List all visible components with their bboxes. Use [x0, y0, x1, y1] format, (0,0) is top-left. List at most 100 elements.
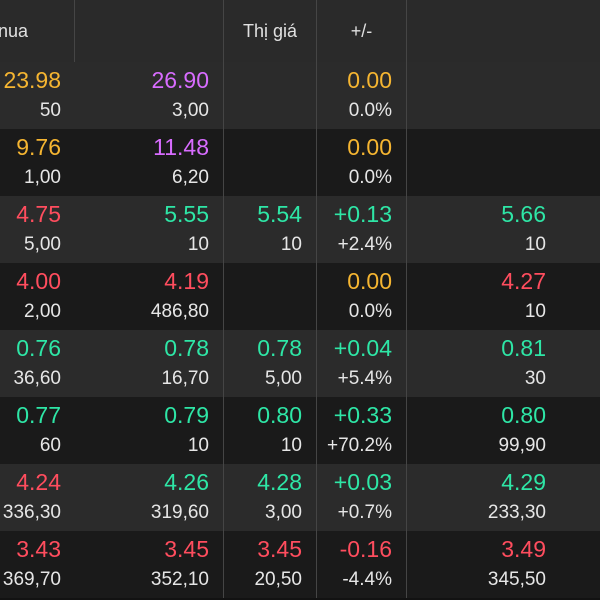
buy-price-cell[interactable]: 9.76 1,00 — [0, 129, 75, 196]
volume-value: 6,20 — [172, 167, 209, 188]
price-value: 0.78 — [164, 335, 209, 361]
match-price-cell[interactable] — [224, 62, 317, 129]
volume-value: 336,30 — [2, 502, 61, 523]
buy-price-cell[interactable]: 3.43 369,70 — [0, 531, 75, 598]
match-price-cell[interactable]: 0.78 5,00 — [224, 330, 317, 397]
sell-price-cell[interactable]: 4.26 319,60 — [75, 464, 224, 531]
volume-value: 319,60 — [150, 502, 209, 523]
price-value: 0.80 — [501, 402, 546, 428]
row-filler — [560, 531, 600, 598]
change-value: +0.33 — [333, 402, 392, 428]
change-cell[interactable]: +0.04 +5.4% — [317, 330, 407, 397]
match-price-cell[interactable]: 0.80 10 — [224, 397, 317, 464]
change-value: +0.04 — [333, 335, 392, 361]
change-value: 0.00 — [347, 134, 392, 160]
buy-price-cell[interactable]: 0.76 36,60 — [0, 330, 75, 397]
match-price-cell[interactable] — [224, 129, 317, 196]
volume-value: 36,60 — [13, 368, 61, 389]
volume-value: 352,10 — [150, 569, 209, 590]
change-percent: 0.0% — [348, 167, 392, 188]
last-price-cell[interactable] — [407, 62, 560, 129]
buy-price-cell[interactable]: 4.24 336,30 — [0, 464, 75, 531]
last-price-cell[interactable]: 0.80 99,90 — [407, 397, 560, 464]
volume-value: 233,30 — [487, 502, 546, 523]
match-price-cell[interactable]: 5.54 10 — [224, 196, 317, 263]
buy-price-cell[interactable]: 23.98 50 — [0, 62, 75, 129]
price-value: 4.28 — [257, 469, 302, 495]
sell-price-cell[interactable]: 5.55 10 — [75, 196, 224, 263]
row-filler — [560, 330, 600, 397]
last-price-cell[interactable]: 4.29 233,30 — [407, 464, 560, 531]
change-cell[interactable]: +0.33 +70.2% — [317, 397, 407, 464]
sell-price-cell[interactable]: 26.90 3,00 — [75, 62, 224, 129]
volume-value: 10 — [187, 435, 209, 456]
volume-value: 99,90 — [498, 435, 546, 456]
last-price-cell[interactable]: 4.27 10 — [407, 263, 560, 330]
volume-value: 10 — [187, 234, 209, 255]
sell-price-cell[interactable]: 11.48 6,20 — [75, 129, 224, 196]
change-cell[interactable]: 0.00 0.0% — [317, 263, 407, 330]
price-value: 4.75 — [16, 201, 61, 227]
row-filler — [560, 263, 600, 330]
price-value: 5.54 — [257, 201, 302, 227]
price-value: 4.26 — [164, 469, 209, 495]
price-value: 0.78 — [257, 335, 302, 361]
price-value: 5.66 — [501, 201, 546, 227]
price-value: 0.80 — [257, 402, 302, 428]
buy-price-cell[interactable]: 0.77 60 — [0, 397, 75, 464]
change-cell[interactable]: 0.00 0.0% — [317, 62, 407, 129]
sell-price-cell[interactable]: 0.78 16,70 — [75, 330, 224, 397]
header-buy-column[interactable]: nua — [0, 0, 75, 62]
price-value: 4.19 — [164, 268, 209, 294]
change-cell[interactable]: +0.03 +0.7% — [317, 464, 407, 531]
sell-price-cell[interactable]: 0.79 10 — [75, 397, 224, 464]
price-value: 4.00 — [16, 268, 61, 294]
volume-value: 5,00 — [265, 368, 302, 389]
change-percent: 0.0% — [348, 301, 392, 322]
last-price-cell[interactable]: 5.66 10 — [407, 196, 560, 263]
price-value: 3.45 — [257, 536, 302, 562]
match-price-cell[interactable] — [224, 263, 317, 330]
header-price-column[interactable]: Thị giá — [224, 0, 317, 62]
header-price-label: Thị giá — [242, 20, 298, 41]
last-price-cell[interactable]: 0.81 30 — [407, 330, 560, 397]
change-value: 0.00 — [347, 268, 392, 294]
volume-value: 1,00 — [24, 167, 61, 188]
volume-value: 30 — [524, 368, 546, 389]
last-price-cell[interactable] — [407, 129, 560, 196]
change-cell[interactable]: 0.00 0.0% — [317, 129, 407, 196]
row-filler — [560, 397, 600, 464]
price-value: 5.55 — [164, 201, 209, 227]
header-change-label: +/- — [350, 20, 373, 41]
volume-value: 3,00 — [172, 100, 209, 121]
buy-price-cell[interactable]: 4.75 5,00 — [0, 196, 75, 263]
sell-price-cell[interactable]: 3.45 352,10 — [75, 531, 224, 598]
volume-value: 369,70 — [2, 569, 61, 590]
change-value: -0.16 — [339, 536, 392, 562]
price-value: 0.77 — [16, 402, 61, 428]
change-percent: +0.7% — [337, 502, 392, 523]
change-cell[interactable]: +0.13 +2.4% — [317, 196, 407, 263]
price-value: 3.43 — [16, 536, 61, 562]
change-cell[interactable]: -0.16 -4.4% — [317, 531, 407, 598]
last-price-cell[interactable]: 3.49 345,50 — [407, 531, 560, 598]
volume-value: 16,70 — [161, 368, 209, 389]
header-change-column[interactable]: +/- — [317, 0, 407, 62]
match-price-cell[interactable]: 3.45 20,50 — [224, 531, 317, 598]
header-sell-column[interactable] — [75, 0, 224, 62]
sell-price-cell[interactable]: 4.19 486,80 — [75, 263, 224, 330]
price-value: 0.76 — [16, 335, 61, 361]
volume-value: 10 — [280, 435, 302, 456]
match-price-cell[interactable]: 4.28 3,00 — [224, 464, 317, 531]
change-value: +0.03 — [333, 469, 392, 495]
buy-price-cell[interactable]: 4.00 2,00 — [0, 263, 75, 330]
header-last-column[interactable] — [407, 0, 560, 62]
price-value: 11.48 — [153, 134, 209, 160]
volume-value: 20,50 — [254, 569, 302, 590]
price-value: 9.76 — [16, 134, 61, 160]
change-value: +0.13 — [333, 201, 392, 227]
row-filler — [560, 196, 600, 263]
row-filler — [560, 62, 600, 129]
price-value: 4.24 — [16, 469, 61, 495]
